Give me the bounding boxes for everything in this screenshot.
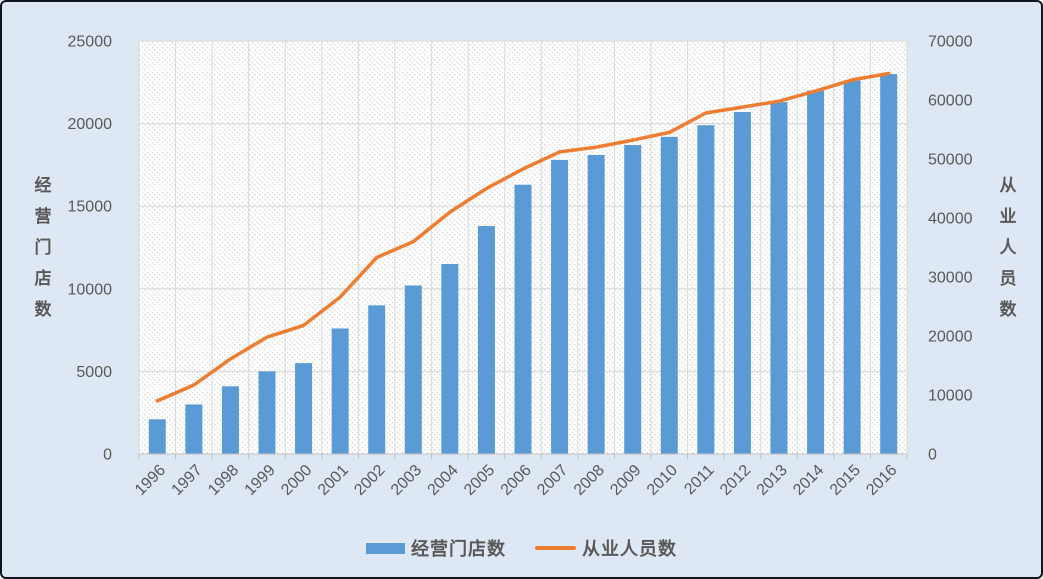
legend-item-employees: 从业人员数 — [535, 535, 677, 561]
bar-1996 — [148, 419, 166, 454]
right-tick-label: 20000 — [928, 329, 973, 346]
axis-title-char: 人 — [999, 238, 1017, 257]
bar-2001 — [331, 328, 349, 454]
legend: 经营门店数 从业人员数 — [2, 535, 1041, 561]
bar-2012 — [733, 112, 751, 454]
x-tick-label-2015: 2015 — [827, 462, 864, 499]
right-tick-label: 30000 — [928, 270, 973, 287]
x-axis — [138, 453, 908, 459]
x-tick-label-1997: 1997 — [168, 462, 205, 499]
axis-title-char: 数 — [34, 300, 52, 319]
bar-series — [148, 74, 898, 455]
x-tick-label-2004: 2004 — [424, 462, 461, 499]
bar-2008 — [587, 154, 605, 454]
left-tick-label: 10000 — [68, 281, 113, 298]
x-axis-tick-labels: 1996 1997 1998 1999 2000 2001 2002 2003 2004 2005… — [132, 462, 901, 499]
bar-2015 — [843, 80, 861, 454]
bar-2002 — [368, 305, 386, 454]
bar-1998 — [221, 386, 239, 454]
x-tick-label-1999: 1999 — [242, 462, 279, 499]
bar-2014 — [807, 90, 825, 454]
left-tick-label: 20000 — [68, 116, 113, 133]
x-tick-label-2006: 2006 — [498, 462, 535, 499]
bar-1999 — [258, 371, 276, 454]
left-axis-tick-labels: 0 5000 10000 15000 20000 25000 — [68, 34, 113, 464]
right-tick-label: 0 — [928, 447, 937, 464]
employees-line — [155, 71, 891, 403]
axis-title-char: 业 — [999, 207, 1017, 226]
bar-series-swatch-icon — [366, 542, 405, 554]
axis-title-char: 营 — [34, 207, 52, 226]
x-tick-label-2003: 2003 — [388, 462, 425, 499]
line-series-swatch-icon — [535, 546, 576, 550]
right-tick-label: 40000 — [928, 211, 973, 228]
axis-title-char: 经 — [34, 176, 52, 195]
axis-title-char: 店 — [34, 269, 52, 288]
right-tick-label: 10000 — [928, 388, 973, 405]
line-series-label: 从业人员数 — [582, 539, 677, 559]
axis-title-char: 数 — [999, 300, 1017, 319]
bar-2009 — [624, 145, 642, 455]
legend-item-stores: 经营门店数 — [366, 535, 506, 561]
bar-2004 — [441, 264, 459, 454]
x-tick-label-2013: 2013 — [754, 462, 791, 499]
right-axis-tick-labels: 0 10000 20000 30000 40000 50000 60000 70000 — [928, 34, 973, 464]
bar-series-label: 经营门店数 — [411, 539, 506, 559]
bar-2007 — [551, 159, 569, 454]
x-tick-label-2012: 2012 — [717, 462, 754, 499]
left-tick-label: 5000 — [76, 364, 112, 381]
right-axis-title: 从业人员数 — [991, 170, 1025, 325]
left-tick-label: 25000 — [68, 34, 113, 51]
bar-2013 — [770, 102, 788, 455]
x-tick-label-2009: 2009 — [607, 462, 644, 499]
x-tick-label-2016: 2016 — [863, 462, 900, 499]
right-tick-label: 60000 — [928, 93, 973, 110]
axis-title-char: 员 — [999, 269, 1017, 288]
x-tick-label-2007: 2007 — [534, 462, 571, 499]
bar-2011 — [697, 125, 715, 454]
bar-2010 — [660, 136, 678, 455]
x-tick-label-2011: 2011 — [681, 462, 717, 498]
bar-2003 — [404, 285, 422, 454]
left-tick-label: 15000 — [68, 199, 113, 216]
x-tick-label-2008: 2008 — [571, 462, 608, 499]
bar-2006 — [514, 184, 532, 454]
x-tick-label-2001: 2001 — [315, 462, 352, 499]
left-tick-label: 0 — [103, 447, 112, 464]
right-tick-label: 70000 — [928, 34, 973, 51]
axis-title-char: 门 — [34, 238, 52, 257]
left-axis-title: 经营门店数 — [26, 170, 60, 325]
bar-2005 — [477, 226, 495, 454]
x-tick-label-1996: 1996 — [132, 462, 169, 499]
x-tick-label-2010: 2010 — [644, 462, 681, 499]
x-tick-label-2005: 2005 — [461, 462, 498, 499]
bar-2000 — [295, 363, 313, 454]
bar-2016 — [880, 74, 898, 454]
x-tick-label-1998: 1998 — [205, 462, 242, 499]
right-tick-label: 50000 — [928, 152, 973, 169]
x-tick-label-2000: 2000 — [278, 462, 315, 499]
x-tick-label-2002: 2002 — [351, 462, 388, 499]
axis-title-char: 从 — [999, 176, 1017, 195]
x-tick-label-2014: 2014 — [790, 462, 827, 499]
bar-1997 — [185, 404, 203, 454]
